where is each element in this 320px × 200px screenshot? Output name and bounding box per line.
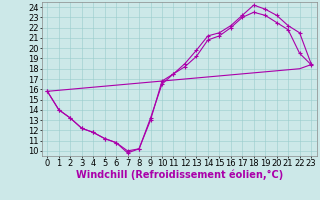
X-axis label: Windchill (Refroidissement éolien,°C): Windchill (Refroidissement éolien,°C) xyxy=(76,169,283,180)
